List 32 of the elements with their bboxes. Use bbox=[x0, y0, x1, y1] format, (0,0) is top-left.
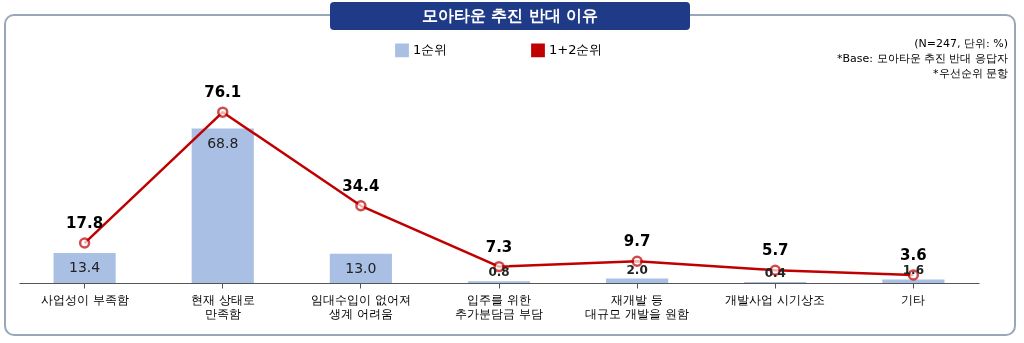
data-label: 9.7 bbox=[623, 232, 651, 251]
x-tick-label: 임대수입이 없어져 생계 어려움 bbox=[310, 292, 411, 321]
data-label: 13.4 bbox=[69, 258, 101, 275]
data-label: 0.8 bbox=[488, 265, 510, 280]
bar bbox=[882, 279, 945, 283]
data-label: 76.1 bbox=[204, 83, 242, 102]
bar bbox=[53, 252, 116, 283]
x-tick-label: 재개발 등 대규모 개발을 원함 bbox=[585, 292, 689, 321]
legend-label: 1+2순위 bbox=[549, 42, 603, 58]
x-tick-label: 현재 상태로 만족함 bbox=[190, 292, 255, 321]
data-label: 2.0 bbox=[626, 262, 648, 277]
legend-label: 1순위 bbox=[413, 42, 448, 58]
text: (N=247, 단위: %) bbox=[914, 37, 1008, 50]
point bbox=[217, 106, 229, 118]
data-label: 34.4 bbox=[342, 176, 380, 195]
x-tick-label: 개발사업 시기상조 bbox=[725, 292, 826, 307]
x-tick-label: 사업성이 부족함 bbox=[40, 292, 129, 307]
point bbox=[78, 237, 91, 249]
bar bbox=[191, 128, 254, 283]
data-label: 13.0 bbox=[345, 259, 377, 276]
point bbox=[355, 200, 367, 212]
data-label: 5.7 bbox=[761, 241, 789, 260]
bar bbox=[329, 253, 392, 283]
text: *Base: 모아타운 추진 반대 응답자 bbox=[837, 52, 1008, 65]
data-label: 17.8 bbox=[66, 214, 104, 233]
data-label: 7.3 bbox=[485, 237, 513, 256]
x-tick-label: 기타 bbox=[901, 292, 926, 307]
data-label: 3.6 bbox=[900, 245, 927, 264]
chart-title: 모아타운 추진 반대 이유 bbox=[330, 2, 690, 30]
text: *우선순위 문항 bbox=[933, 67, 1008, 80]
data-label: 68.8 bbox=[207, 134, 239, 151]
x-tick-label: 입주를 위한 추가분담금 부담 bbox=[455, 292, 543, 321]
